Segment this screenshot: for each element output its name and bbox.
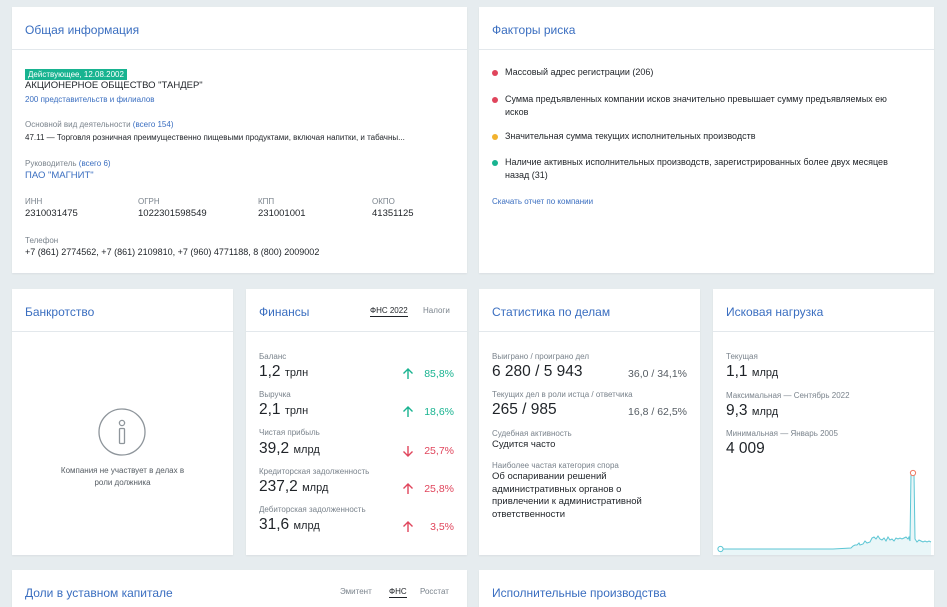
- tab-fns[interactable]: ФНС: [389, 587, 407, 598]
- company-name: АКЦИОНЕРНОЕ ОБЩЕСТВО "ТАНДЕР": [25, 80, 203, 91]
- won-lost-value: 6 280 / 5 943: [492, 363, 583, 380]
- dispute-category-label: Наиболее частая категория спора: [492, 461, 619, 470]
- current-cases-value: 265 / 985: [492, 401, 557, 418]
- activity-value: 47.11 — Торговля розничная преимуществен…: [25, 133, 405, 142]
- payables-change: 25,8%: [424, 483, 454, 495]
- claims-sparkline: [717, 469, 932, 555]
- risk-text: Сумма предъявленных компании исков значи…: [505, 94, 887, 117]
- yellow-dot-icon: [492, 134, 498, 140]
- balance-label: Баланс: [259, 352, 287, 361]
- risk-item: Наличие активных исполнительных производ…: [492, 156, 902, 181]
- general-info-title: Общая информация: [25, 23, 140, 37]
- claims-max-label: Максимальная — Сентябрь 2022: [726, 391, 850, 400]
- kpp-value: 231001001: [258, 208, 306, 219]
- case-stats-title: Статистика по делам: [492, 305, 611, 319]
- net-profit-label: Чистая прибыль: [259, 428, 320, 437]
- inn-label: ИНН: [25, 197, 43, 206]
- arrow-up-icon: [403, 483, 413, 494]
- activity-count-link[interactable]: (всего 154): [132, 120, 174, 129]
- head-link[interactable]: ПАО "МАГНИТ": [25, 170, 94, 181]
- arrow-up-icon: [403, 521, 413, 532]
- bankruptcy-card: Банкротство Компания не участвует в дела…: [12, 289, 233, 555]
- bankruptcy-message: Компания не участвует в делах в роли дол…: [60, 466, 185, 487]
- head-label: Руководитель: [25, 159, 77, 168]
- finance-title: Финансы: [259, 305, 310, 319]
- payables-label: Кредиторская задолженность: [259, 467, 370, 476]
- receivables-label: Дебиторская задолженность: [259, 505, 366, 514]
- case-stats-card: Статистика по делам Выиграно / проиграно…: [479, 289, 700, 555]
- min-point-marker: [717, 545, 724, 553]
- head-label-row: Руководитель (всего 6): [25, 159, 111, 168]
- branches-link[interactable]: 200 представительств и филиалов: [25, 95, 155, 104]
- risk-text: Массовый адрес регистрации (206): [505, 67, 654, 77]
- dispute-category-value: Об оспаривании решений административных …: [492, 471, 642, 520]
- payables-value: 237,2 млрд: [259, 478, 329, 495]
- net-profit-value: 39,2 млрд: [259, 440, 320, 457]
- balance-change: 85,8%: [424, 368, 454, 380]
- kpp-label: КПП: [258, 197, 275, 206]
- revenue-value: 2,1 трлн: [259, 401, 309, 418]
- max-point-marker: [909, 469, 917, 477]
- claims-max-value: 9,3 млрд: [726, 402, 779, 419]
- inn-value: 2310031475: [25, 208, 78, 219]
- net-profit-change: 25,7%: [424, 445, 454, 457]
- claims-min-label: Минимальная — Январь 2005: [726, 429, 838, 438]
- revenue-label: Выручка: [259, 390, 291, 399]
- green-dot-icon: [492, 160, 498, 166]
- won-lost-label: Выиграно / проиграно дел: [492, 352, 590, 361]
- court-activity-label: Судебная активность: [492, 429, 572, 438]
- head-count-link[interactable]: (всего 6): [78, 159, 111, 168]
- risk-text: Значительная сумма текущих исполнительны…: [505, 131, 756, 141]
- risk-item: Массовый адрес регистрации (206): [492, 66, 902, 79]
- risk-factors-title: Факторы риска: [492, 23, 576, 37]
- general-info-card: Общая информация Действующее, 12.08.2002…: [12, 7, 467, 273]
- okpo-label: ОКПО: [372, 197, 395, 206]
- info-icon: [98, 408, 146, 456]
- enforcement-title: Исполнительные производства: [492, 586, 667, 600]
- red-dot-icon: [492, 97, 498, 103]
- ogrn-value: 1022301598549: [138, 208, 207, 219]
- finance-card: Финансы ФНС 2022 Налоги Баланс 1,2 трлн …: [246, 289, 467, 555]
- phone-value: +7 (861) 2774562, +7 (861) 2109810, +7 (…: [25, 247, 320, 257]
- risk-factors-card: Факторы риска Массовый адрес регистрации…: [479, 7, 934, 273]
- current-cases-label: Текущих дел в роли истца / ответчика: [492, 390, 633, 399]
- arrow-up-icon: [403, 406, 413, 417]
- claims-load-title: Исковая нагрузка: [726, 305, 824, 319]
- balance-value: 1,2 трлн: [259, 363, 309, 380]
- activity-label: Основной вид деятельности: [25, 120, 131, 129]
- court-activity-value: Судится часто: [492, 439, 556, 450]
- claims-current-label: Текущая: [726, 352, 758, 361]
- won-lost-pct: 36,0 / 34,1%: [628, 368, 687, 380]
- risk-text: Наличие активных исполнительных производ…: [505, 157, 888, 180]
- claims-current-value: 1,1 млрд: [726, 363, 779, 380]
- download-report-link[interactable]: Скачать отчет по компании: [492, 197, 594, 206]
- ogrn-label: ОГРН: [138, 197, 160, 206]
- risk-item: Значительная сумма текущих исполнительны…: [492, 130, 902, 143]
- receivables-value: 31,6 млрд: [259, 516, 320, 533]
- risk-item: Сумма предъявленных компании исков значи…: [492, 93, 902, 118]
- bankruptcy-title: Банкротство: [25, 305, 95, 319]
- shares-title: Доли в уставном капитале: [25, 586, 173, 600]
- phone-label: Телефон: [25, 236, 59, 245]
- arrow-down-icon: [403, 446, 413, 457]
- receivables-change: 3,5%: [430, 521, 454, 533]
- status-badge: Действующее, 12.08.2002: [25, 69, 127, 80]
- revenue-change: 18,6%: [424, 406, 454, 418]
- tab-taxes[interactable]: Налоги: [423, 306, 450, 315]
- arrow-up-icon: [403, 368, 413, 379]
- tab-emitent[interactable]: Эмитент: [340, 587, 372, 596]
- tab-rosstat[interactable]: Росстат: [420, 587, 449, 596]
- okpo-value: 41351125: [372, 208, 414, 219]
- current-cases-pct: 16,8 / 62,5%: [628, 406, 687, 418]
- claims-load-card: Исковая нагрузка Текущая 1,1 млрд Максим…: [713, 289, 934, 555]
- activity-label-row: Основной вид деятельности (всего 154): [25, 120, 174, 129]
- enforcement-card: Исполнительные производства: [479, 570, 934, 607]
- red-dot-icon: [492, 70, 498, 76]
- tab-fns-2022[interactable]: ФНС 2022: [370, 306, 408, 317]
- claims-min-value: 4 009: [726, 440, 765, 457]
- shares-card: Доли в уставном капитале Эмитент ФНС Рос…: [12, 570, 467, 607]
